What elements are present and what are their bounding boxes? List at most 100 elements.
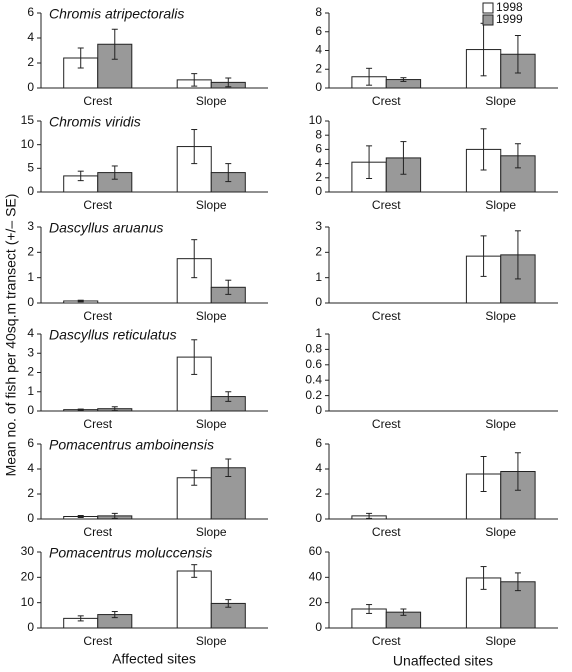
y-tick-label: 4 — [27, 30, 34, 44]
error-bar — [225, 599, 232, 608]
error-bar — [514, 35, 521, 74]
error-bar — [191, 469, 198, 486]
error-bar — [77, 515, 84, 518]
y-tick-label: 4 — [315, 156, 322, 170]
y-tick-label: 4 — [315, 43, 322, 57]
x-tick-label: Slope — [485, 634, 516, 648]
x-tick-label: Slope — [196, 94, 227, 108]
bar — [176, 570, 212, 629]
x-tick-label: Slope — [196, 198, 227, 212]
y-tick-label: 0 — [27, 511, 34, 525]
x-tick-label: Crest — [372, 417, 401, 431]
x-tick-label: Slope — [485, 198, 516, 212]
error-bar — [366, 145, 373, 180]
panel-title: Dascyllus aruanus — [49, 220, 163, 236]
y-tick-label: 0 — [315, 295, 322, 309]
y-tick-label: 0 — [315, 80, 322, 94]
error-bar — [514, 452, 521, 491]
error-bar — [366, 67, 373, 86]
y-tick-label: 0 — [27, 403, 34, 417]
y-tick-label: 8 — [315, 5, 322, 19]
error-bar — [111, 406, 118, 412]
legend-label: 1998 — [496, 0, 523, 14]
error-bar — [191, 564, 198, 578]
x-tick-label: Crest — [83, 94, 112, 108]
y-tick-label: 1 — [27, 384, 34, 398]
x-tick-label: Crest — [83, 634, 112, 648]
y-tick-label: 2 — [27, 365, 34, 379]
y-tick-label: 6 — [315, 436, 322, 450]
y-tick-label: 8 — [315, 127, 322, 141]
y-tick-label: 0 — [27, 80, 34, 94]
y-tick-label: 30 — [21, 544, 35, 558]
y-tick-label: 60 — [309, 544, 323, 558]
error-bar — [225, 77, 232, 88]
y-tick-label: 6 — [27, 5, 34, 19]
x-tick-label: Slope — [196, 309, 227, 323]
y-tick-label: 20 — [309, 595, 323, 609]
x-tick-label: Slope — [196, 525, 227, 539]
error-bar — [77, 408, 84, 411]
y-tick-label: 0 — [27, 184, 34, 198]
y-tick-label: 0 — [315, 184, 322, 198]
error-bar — [77, 615, 84, 622]
x-tick-label: Crest — [372, 634, 401, 648]
error-bar — [77, 170, 84, 182]
y-tick-label: 0.4 — [305, 372, 322, 386]
legend-label: 1999 — [496, 12, 523, 26]
y-tick-label: 0.8 — [305, 342, 322, 356]
column-label: Unaffected sites — [393, 653, 493, 669]
x-tick-label: Crest — [83, 198, 112, 212]
y-tick-label: 10 — [309, 113, 323, 127]
error-bar — [400, 141, 407, 175]
y-tick-label: 0 — [315, 403, 322, 417]
error-bar — [366, 604, 373, 614]
panel-title: Pomacentrus amboinensis — [49, 437, 214, 453]
y-tick-label: 0 — [315, 620, 322, 634]
error-bar — [400, 608, 407, 616]
column-label: Affected sites — [112, 651, 196, 667]
y-tick-label: 6 — [27, 436, 34, 450]
error-bar — [111, 611, 118, 619]
y-tick-label: 15 — [21, 113, 35, 127]
y-tick-label: 2 — [315, 61, 322, 75]
y-tick-label: 4 — [27, 326, 34, 340]
x-tick-label: Slope — [196, 634, 227, 648]
error-bar — [480, 128, 487, 171]
error-bar — [480, 456, 487, 492]
error-bar — [191, 239, 198, 279]
panel-title: Dascyllus reticulatus — [49, 327, 177, 343]
y-tick-label: 4 — [27, 461, 34, 475]
error-bar — [111, 512, 118, 519]
x-tick-label: Crest — [83, 309, 112, 323]
x-tick-label: Slope — [485, 525, 516, 539]
x-tick-label: Crest — [372, 94, 401, 108]
y-tick-label: 0 — [315, 511, 322, 525]
error-bar — [191, 129, 198, 165]
y-tick-label: 0.6 — [305, 357, 322, 371]
error-bar — [514, 230, 521, 280]
x-tick-label: Crest — [372, 198, 401, 212]
y-tick-label: 6 — [315, 24, 322, 38]
error-bar — [191, 339, 198, 375]
error-bar — [111, 165, 118, 180]
x-tick-label: Slope — [196, 417, 227, 431]
panel-title: Pomacentrus moluccensis — [49, 545, 212, 561]
error-bar — [191, 73, 198, 87]
error-bar — [400, 77, 407, 82]
legend-swatch — [482, 14, 494, 26]
error-bar — [480, 566, 487, 590]
y-tick-label: 20 — [21, 570, 35, 584]
legend-swatch — [482, 2, 494, 14]
y-tick-label: 10 — [21, 137, 35, 151]
y-tick-label: 2 — [27, 55, 34, 69]
y-tick-label: 0 — [27, 295, 34, 309]
y-tick-label: 40 — [309, 570, 323, 584]
x-tick-label: Slope — [485, 417, 516, 431]
error-bar — [225, 458, 232, 477]
y-tick-label: 10 — [21, 595, 35, 609]
y-tick-label: 2 — [27, 245, 34, 259]
y-tick-label: 3 — [315, 219, 322, 233]
error-bar — [77, 299, 84, 303]
